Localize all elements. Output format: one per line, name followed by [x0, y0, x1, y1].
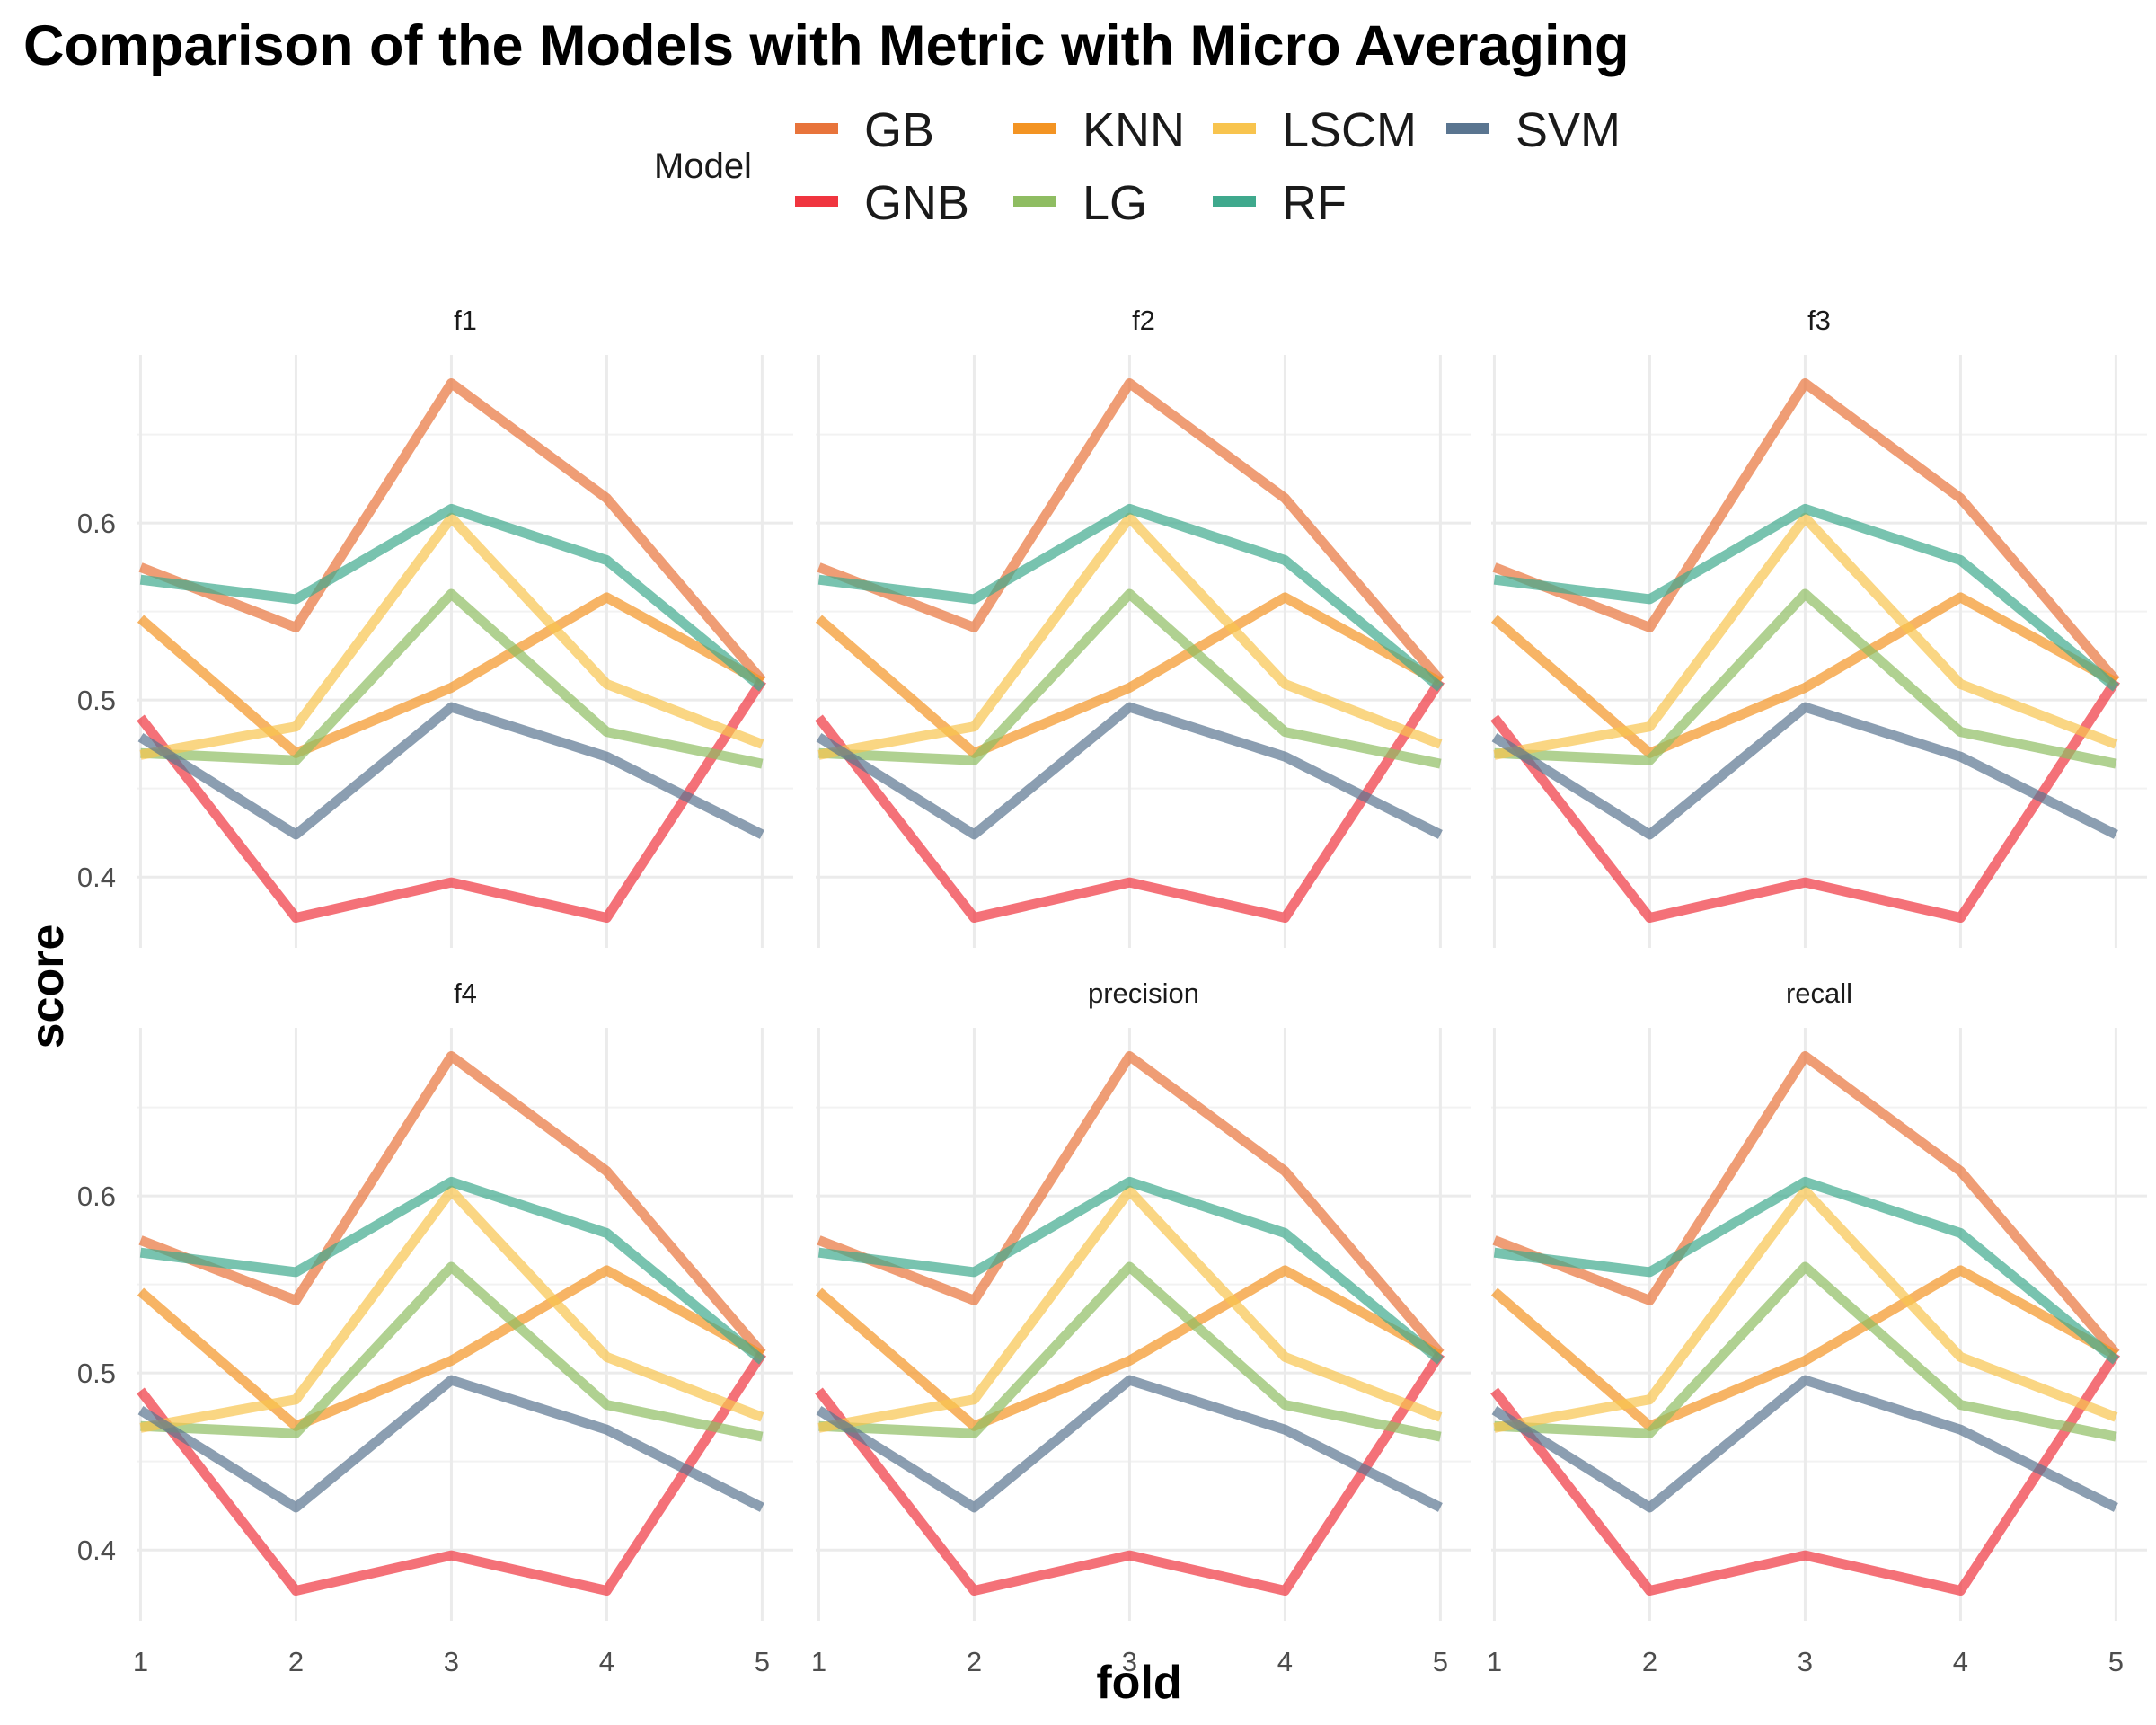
x-tick-label: 4: [599, 1646, 614, 1677]
y-tick-label: 0.5: [77, 685, 116, 716]
series-line-knn: [137, 1265, 765, 1431]
series-line-rf: [1493, 503, 2119, 692]
series-line-gb: [817, 1051, 1445, 1358]
series-line-gb: [1492, 378, 2120, 685]
panel-strip-label: recall: [1786, 978, 1852, 1009]
panel-recall: recall 1 2 3 4 5: [1487, 978, 2147, 1677]
legend-label-lg: LG: [1082, 176, 1147, 230]
series-line-gnb: [137, 677, 767, 923]
panel-strip-label: precision: [1088, 978, 1199, 1009]
series-line-gnb: [1490, 1350, 2121, 1596]
series-line-lg: [818, 1261, 1442, 1442]
x-tick-label: 5: [1433, 1646, 1448, 1677]
series-line-knn: [1490, 1265, 2119, 1431]
legend-label-knn: KNN: [1082, 103, 1185, 157]
series-line-svm: [137, 1375, 764, 1513]
series-line-svm: [816, 702, 1443, 840]
series-line-gb: [138, 378, 766, 685]
series-line-lg: [140, 1261, 764, 1442]
series-line-rf: [139, 503, 765, 692]
series-line-svm: [1491, 702, 2118, 840]
series-line-lscm: [139, 1185, 764, 1433]
y-tick-label: 0.6: [77, 1181, 116, 1212]
x-tick-label: 2: [967, 1646, 982, 1677]
series-line-lscm: [1493, 1185, 2118, 1433]
series-line-knn: [815, 1265, 1444, 1431]
series-line-lg: [140, 588, 764, 769]
panel-strip-label: f4: [454, 978, 477, 1009]
series-line-svm: [137, 702, 764, 840]
panel-strip-label: f1: [454, 305, 477, 336]
panel-precision: precision 1 2 3 4 5: [811, 978, 1471, 1677]
x-tick-label: 3: [444, 1646, 459, 1677]
panel-strip-label: f3: [1807, 305, 1831, 336]
series-line-lscm: [817, 1185, 1443, 1433]
series-line-rf: [817, 1176, 1444, 1365]
panel-f1: f1 0.4 0.5 0.6: [77, 305, 793, 948]
series-line-lscm: [1493, 512, 2118, 760]
x-tick-label: 2: [1642, 1646, 1657, 1677]
x-tick-label: 4: [1953, 1646, 1968, 1677]
series-line-svm: [816, 1375, 1443, 1513]
legend: Model GB GNB KNN LG LSCM RF SVM: [654, 103, 1621, 230]
chart-title: Comparison of the Models with Metric wit…: [23, 14, 1629, 77]
x-tick-label: 5: [755, 1646, 770, 1677]
series-line-gnb: [137, 1350, 767, 1596]
x-tick-label: 4: [1277, 1646, 1293, 1677]
series-line-lscm: [817, 512, 1443, 760]
legend-label-gb: GB: [864, 103, 934, 157]
series-line-gb: [138, 1051, 766, 1358]
series-line-gnb: [815, 677, 1445, 923]
y-tick-label: 0.5: [77, 1358, 116, 1389]
series-line-knn: [1490, 592, 2119, 758]
y-tick-label: 0.6: [77, 508, 116, 539]
series-line-rf: [139, 1176, 765, 1365]
x-tick-label: 3: [1798, 1646, 1813, 1677]
x-tick-label: 5: [2108, 1646, 2124, 1677]
x-tick-label: 1: [1487, 1646, 1502, 1677]
y-axis-title: score: [22, 924, 74, 1049]
panel-f3: f3: [1490, 305, 2147, 948]
series-line-lg: [818, 588, 1442, 769]
legend-label-rf: RF: [1282, 176, 1347, 230]
series-line-gnb: [815, 1350, 1445, 1596]
y-tick-label: 0.4: [77, 862, 116, 893]
series-line-gnb: [1490, 677, 2121, 923]
legend-label-lscm: LSCM: [1282, 103, 1417, 157]
series-line-lscm: [139, 512, 764, 760]
panel-f4: f4 0.4 0.5 0.6 1 2 3 4 5: [77, 978, 793, 1677]
series-line-gb: [817, 378, 1445, 685]
series-line-lg: [1494, 588, 2117, 769]
x-tick-label: 1: [811, 1646, 826, 1677]
x-tick-label: 1: [133, 1646, 148, 1677]
legend-label-svm: SVM: [1515, 103, 1621, 157]
series-line-gb: [1492, 1051, 2120, 1358]
series-line-lg: [1494, 1261, 2117, 1442]
y-tick-label: 0.4: [77, 1535, 116, 1566]
x-tick-label: 3: [1122, 1646, 1137, 1677]
series-line-knn: [137, 592, 765, 758]
series-line-knn: [815, 592, 1444, 758]
x-tick-label: 2: [288, 1646, 304, 1677]
series-line-rf: [817, 503, 1444, 692]
panel-f2: f2: [815, 305, 1471, 948]
legend-title: Model: [654, 146, 752, 186]
panel-strip-label: f2: [1132, 305, 1155, 336]
legend-label-gnb: GNB: [864, 176, 969, 230]
series-line-svm: [1491, 1375, 2118, 1513]
x-axis-title: fold: [1096, 1657, 1181, 1709]
series-line-rf: [1493, 1176, 2119, 1365]
